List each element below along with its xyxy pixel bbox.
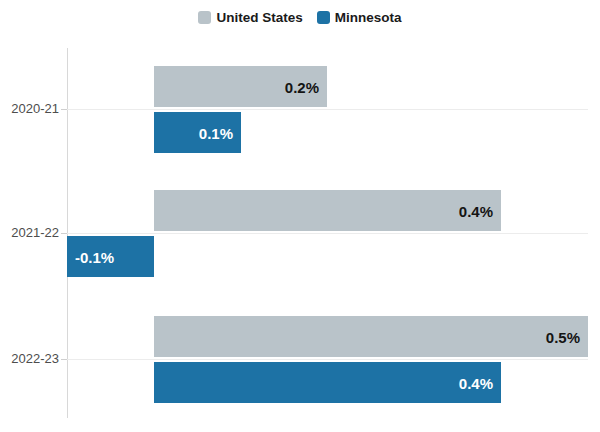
category-gridline [61,359,588,360]
axis-tick [61,359,67,360]
bar-value-label: 0.1% [199,124,233,141]
axis-tick [61,233,67,234]
bar-value-label: 0.4% [459,202,493,219]
bar-value-label: -0.1% [75,248,114,265]
bar-value-label: 0.2% [285,78,319,95]
bar-united-states-2022-23[interactable]: 0.5% [154,316,588,357]
plot-area: 2020-21 0.2% 0.1% 2021-22 0.4% -0.1% 2022-23 0.… [0,0,600,432]
bar-minnesota-2020-21[interactable]: 0.1% [154,112,241,153]
bar-value-label: 0.5% [546,328,580,345]
bar-united-states-2021-22[interactable]: 0.4% [154,190,501,231]
bar-united-states-2020-21[interactable]: 0.2% [154,66,327,107]
bar-minnesota-2022-23[interactable]: 0.4% [154,362,501,403]
category-label-2021-22: 2021-22 [0,224,59,242]
category-gridline [61,109,588,110]
category-gridline [61,233,588,234]
category-label-2022-23: 2022-23 [0,350,59,368]
category-label-2020-21: 2020-21 [0,100,59,118]
bar-value-label: 0.4% [459,374,493,391]
bar-chart: United StatesMinnesota 2020-210.2%0.1%20… [0,0,600,432]
bar-minnesota-2021-22[interactable]: -0.1% [67,236,154,277]
axis-tick [61,109,67,110]
